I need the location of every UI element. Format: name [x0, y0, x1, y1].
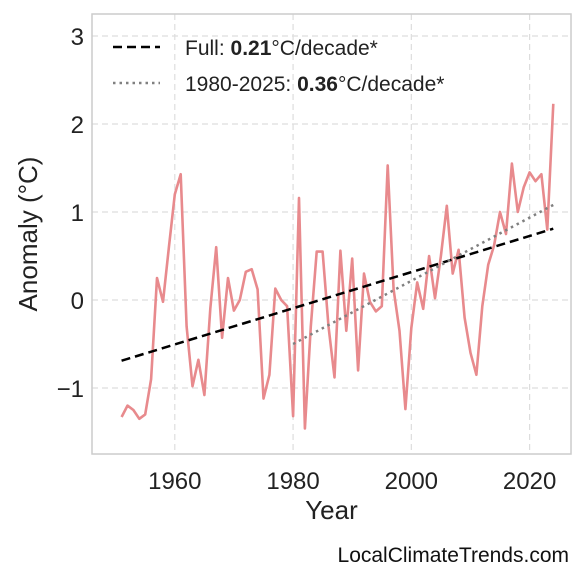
ticks: 1960 1980 2000 2020 −1 0 1 2 3 — [57, 24, 557, 495]
x-tick-label: 1960 — [148, 468, 201, 495]
series — [120, 103, 555, 430]
site-credit: LocalClimateTrends.com — [337, 544, 569, 567]
y-tick-label: 2 — [71, 112, 84, 139]
trend-line-recent — [292, 203, 554, 346]
x-tick-label: 1980 — [266, 468, 319, 495]
plot-frame — [91, 13, 572, 455]
legend: Full: 0.21°C/decade* 1980-2025: 0.36°C/d… — [113, 37, 444, 96]
trend-line-full — [121, 227, 554, 362]
x-axis-label: Year — [305, 495, 358, 525]
legend-entry-recent: 1980-2025: 0.36°C/decade* — [185, 73, 444, 96]
x-tick-label: 2020 — [503, 468, 556, 495]
series-line — [120, 103, 555, 430]
legend-entry-full: Full: 0.21°C/decade* — [185, 37, 378, 60]
grid — [92, 14, 571, 454]
y-tick-label: −1 — [57, 376, 84, 403]
y-tick-label: 1 — [71, 200, 84, 227]
y-axis-label: Anomaly (°C) — [13, 157, 43, 312]
y-tick-label: 0 — [71, 288, 84, 315]
x-tick-label: 2000 — [385, 468, 438, 495]
y-tick-label: 3 — [71, 24, 84, 51]
